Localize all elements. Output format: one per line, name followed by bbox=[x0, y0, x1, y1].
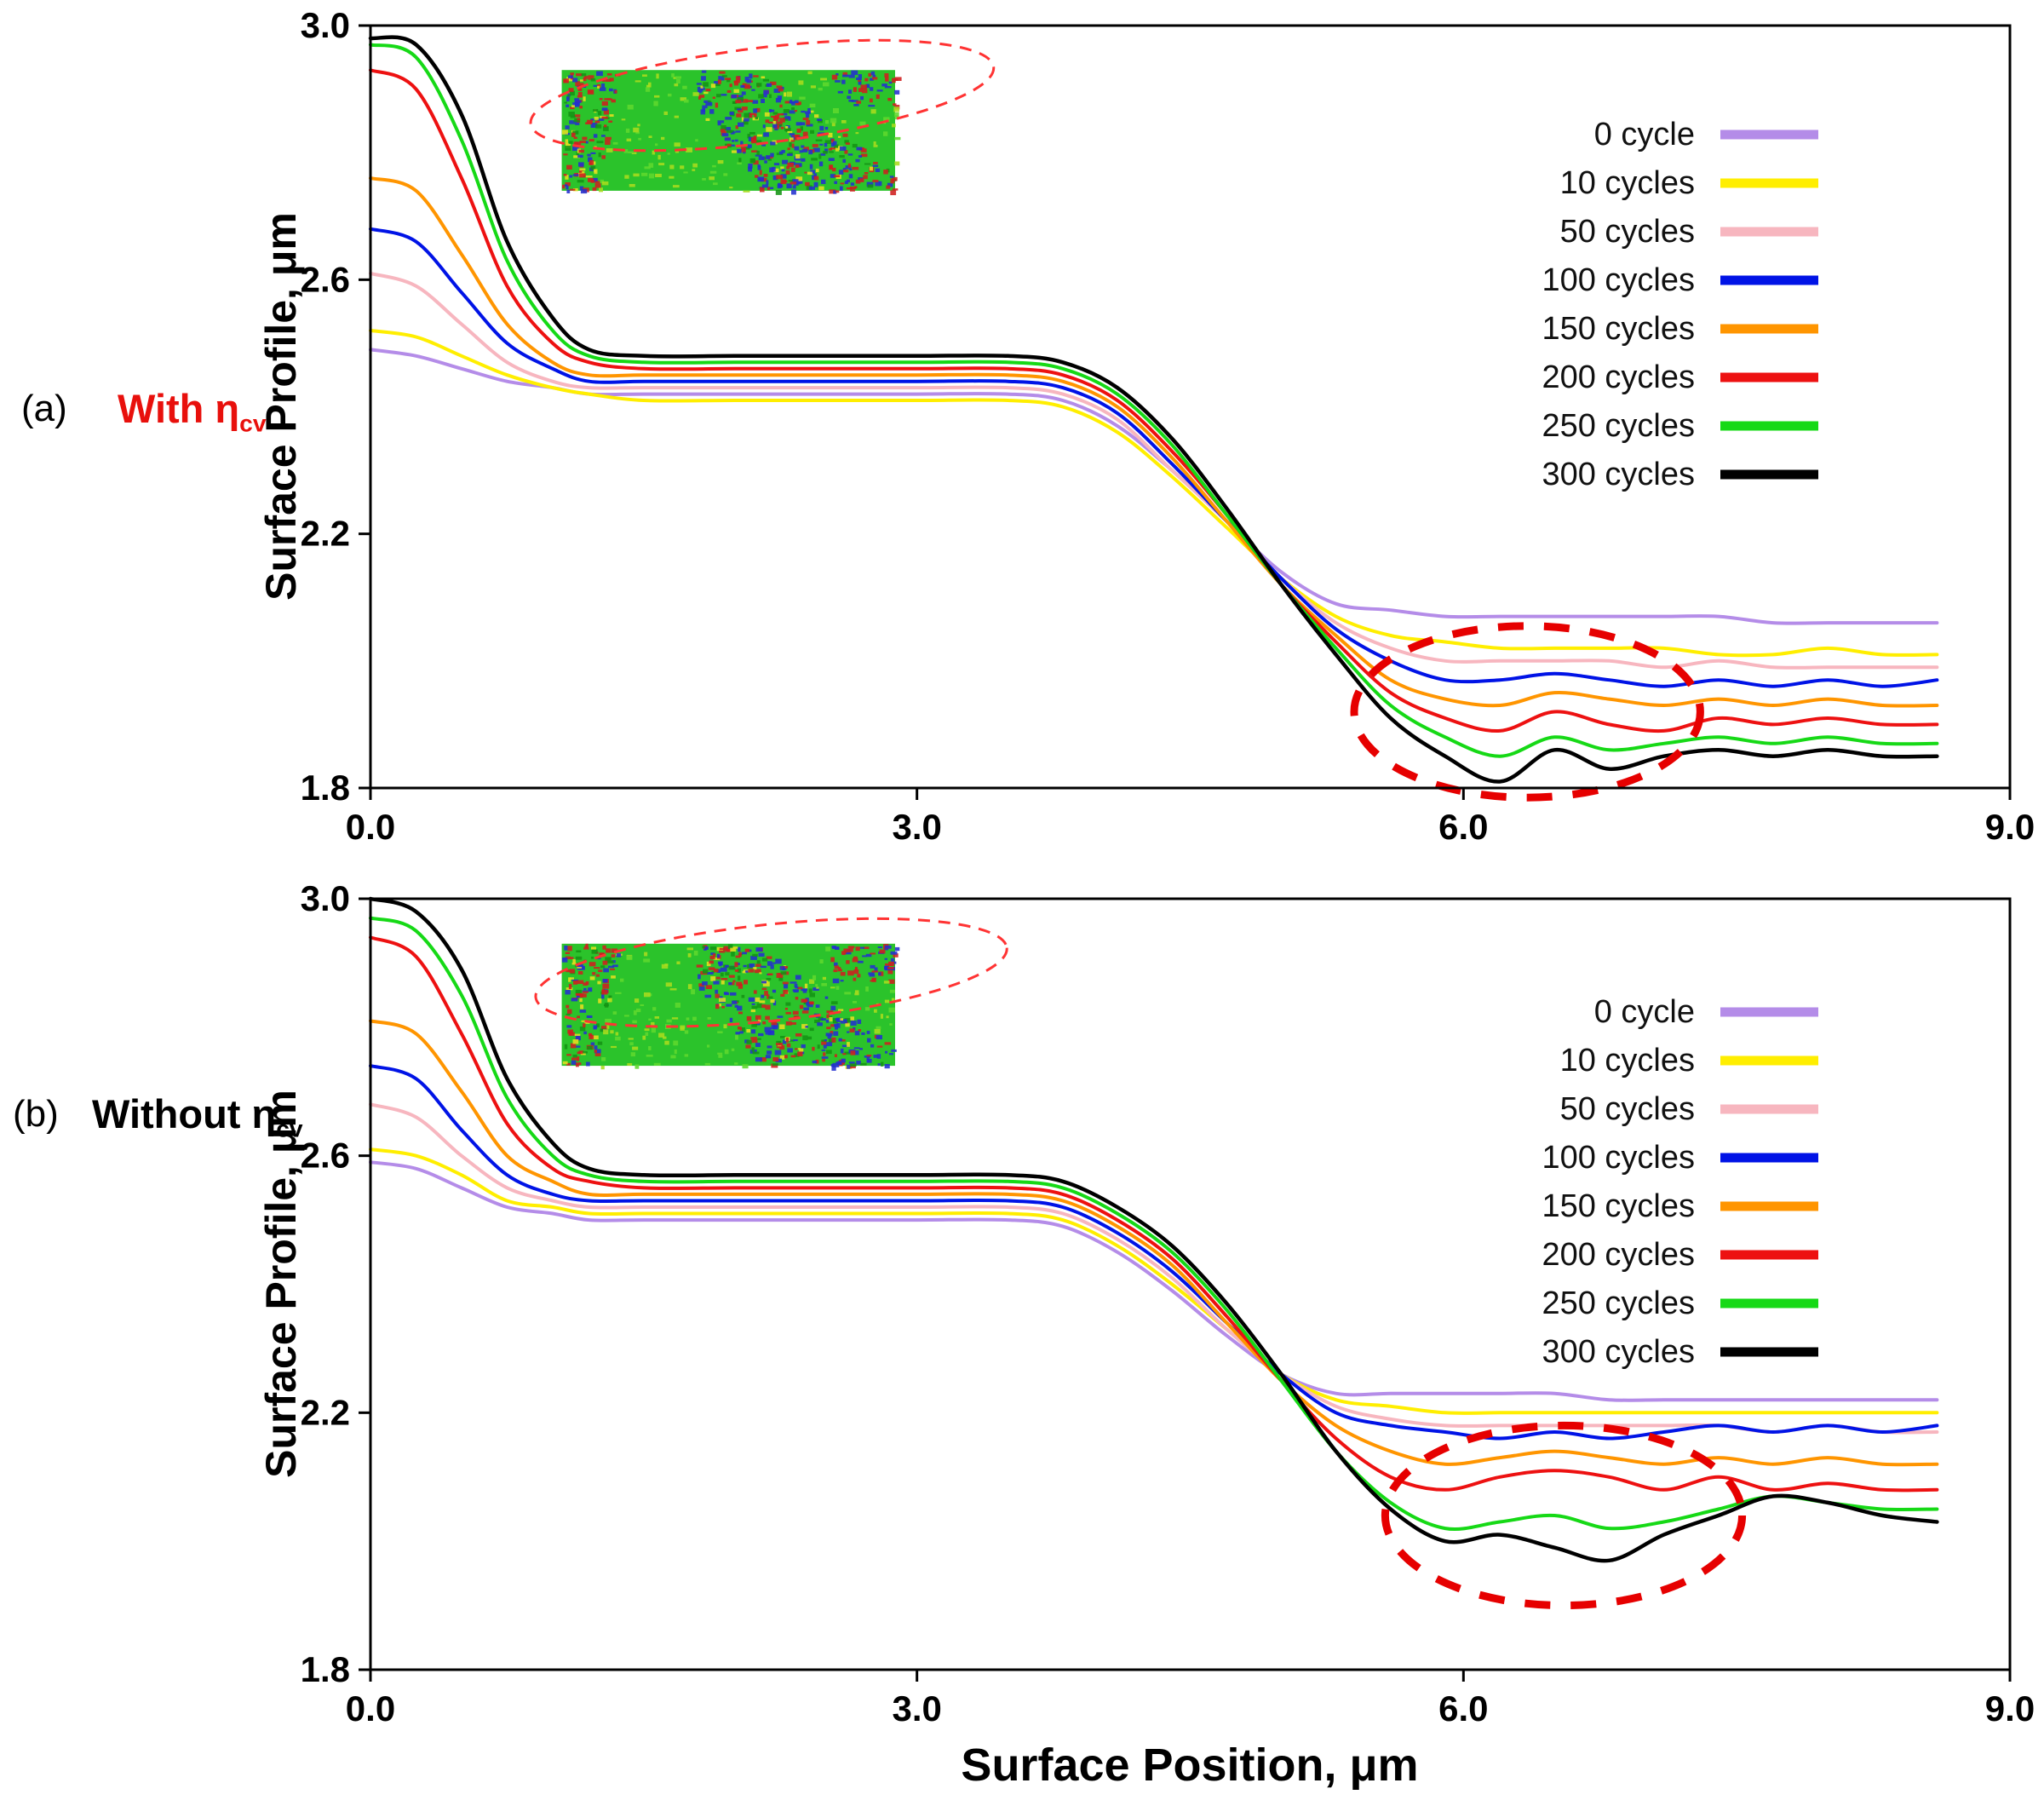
legend-label: 300 cycles bbox=[1542, 457, 1695, 492]
series-line bbox=[369, 68, 1939, 733]
y-tick-label: 3.0 bbox=[301, 5, 350, 45]
plot-frame bbox=[369, 897, 2012, 1671]
y-tick-label: 3.0 bbox=[301, 878, 350, 918]
legend-label: 150 cycles bbox=[1542, 1188, 1695, 1224]
series-line bbox=[369, 227, 1939, 688]
y-axis-label-b: Surface Profile, μm bbox=[257, 1090, 305, 1478]
series-line bbox=[369, 935, 1939, 1493]
legend-label: 250 cycles bbox=[1542, 408, 1695, 444]
condition-text: With η bbox=[118, 386, 240, 431]
legend-label: 10 cycles bbox=[1560, 165, 1695, 201]
panel-b-tag: (b) bbox=[13, 1093, 59, 1135]
legend-label: 300 cycles bbox=[1542, 1334, 1695, 1370]
panel-a-tag: (a) bbox=[21, 388, 67, 429]
series-line bbox=[368, 896, 1939, 1563]
x-axis-label: Surface Position, μm bbox=[961, 1740, 1419, 1791]
x-tick-label: 9.0 bbox=[1985, 1688, 2035, 1728]
legend-label: 10 cycles bbox=[1560, 1043, 1695, 1078]
legend-label: 0 cycle bbox=[1594, 117, 1695, 152]
chart-panel-b: 0.0 3.0 6.0 9.0 1.8 2.2 2.6 3.0 0 cycle 10 cycles… bbox=[301, 878, 2035, 1728]
legend-label: 50 cycles bbox=[1560, 1091, 1695, 1127]
x-tick-label: 0.0 bbox=[346, 1688, 395, 1728]
series-line bbox=[369, 1019, 1939, 1467]
series-line bbox=[369, 43, 1939, 758]
inset-highlight-ellipse bbox=[529, 38, 996, 152]
series-line bbox=[369, 1147, 1939, 1415]
series-line bbox=[369, 176, 1939, 708]
legend-label: 250 cycles bbox=[1542, 1285, 1695, 1321]
y-tick-label: 2.6 bbox=[301, 259, 350, 299]
x-tick-label: 9.0 bbox=[1985, 807, 2035, 847]
y-tick-label: 1.8 bbox=[301, 1649, 350, 1689]
condition-subscript: cv bbox=[276, 1114, 303, 1142]
dip-highlight-ellipse bbox=[1381, 1421, 1747, 1610]
legend-label: 200 cycles bbox=[1542, 359, 1695, 395]
y-tick-label: 1.8 bbox=[301, 768, 350, 808]
plot-frame bbox=[369, 24, 2012, 790]
series-line bbox=[369, 1160, 1939, 1402]
series-line bbox=[369, 271, 1939, 670]
series-line bbox=[369, 348, 1939, 625]
dip-highlight-ellipse bbox=[1350, 622, 1704, 802]
legend-label: 100 cycles bbox=[1542, 262, 1695, 298]
legend-label: 150 cycles bbox=[1542, 311, 1695, 347]
panel-b-condition-label: Without ηcv bbox=[92, 1090, 303, 1142]
inset-microstructure-image bbox=[561, 943, 900, 1071]
condition-subscript: cv bbox=[239, 409, 267, 437]
y-tick-label: 2.6 bbox=[301, 1136, 350, 1176]
x-tick-label: 6.0 bbox=[1438, 1688, 1488, 1728]
condition-text: Without η bbox=[92, 1091, 277, 1136]
series-line bbox=[369, 1102, 1939, 1435]
x-tick-label: 0.0 bbox=[346, 807, 395, 847]
x-tick-label: 3.0 bbox=[892, 807, 941, 847]
series-line bbox=[369, 1064, 1939, 1441]
series-line bbox=[369, 916, 1939, 1531]
inset-microstructure-image bbox=[561, 70, 902, 196]
series-line bbox=[369, 329, 1939, 658]
legend-label: 200 cycles bbox=[1542, 1237, 1695, 1273]
chart-panel-a: 0.0 3.0 6.0 9.0 1.8 2.2 2.6 3.0 0 cycle 10 cycles… bbox=[301, 5, 2035, 847]
series-line bbox=[368, 35, 1939, 784]
panel-a-condition-label: With ηcv bbox=[118, 385, 267, 437]
legend-label: 50 cycles bbox=[1560, 214, 1695, 250]
x-tick-label: 6.0 bbox=[1438, 807, 1488, 847]
legend-label: 100 cycles bbox=[1542, 1140, 1695, 1176]
x-tick-label: 3.0 bbox=[892, 1688, 941, 1728]
y-tick-label: 2.2 bbox=[301, 514, 350, 554]
legend-label: 0 cycle bbox=[1594, 994, 1695, 1030]
y-tick-label: 2.2 bbox=[301, 1392, 350, 1432]
